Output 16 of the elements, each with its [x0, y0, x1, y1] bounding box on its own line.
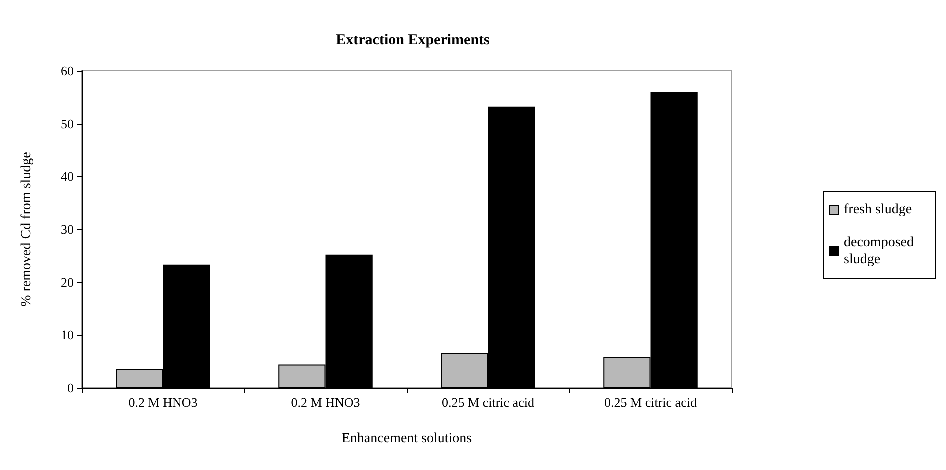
- y-tick-label: 30: [61, 222, 74, 237]
- x-tick-label: 0.2 M HNO3: [128, 395, 198, 410]
- y-axis-title: % removed Cd from sludge: [20, 152, 34, 307]
- legend-label: fresh sludge: [844, 202, 912, 218]
- y-tick-label: 50: [61, 116, 74, 132]
- chart-title: Extraction Experiments: [336, 32, 490, 48]
- y-tick-label: 10: [61, 328, 74, 343]
- y-tick-label: 0: [68, 380, 74, 396]
- x-axis-title: Enhancement solutions: [342, 432, 472, 446]
- x-tick-label: 0.25 M citric acid: [604, 395, 698, 410]
- y-tick-label: 20: [61, 274, 74, 290]
- y-tick-label: 60: [61, 64, 74, 78]
- y-tick-label: 40: [61, 169, 74, 184]
- legend-label: decomposed sludge: [844, 236, 918, 268]
- x-tick-label: 0.25 M citric acid: [442, 395, 535, 410]
- x-tick-label: 0.2 M HNO3: [291, 395, 360, 410]
